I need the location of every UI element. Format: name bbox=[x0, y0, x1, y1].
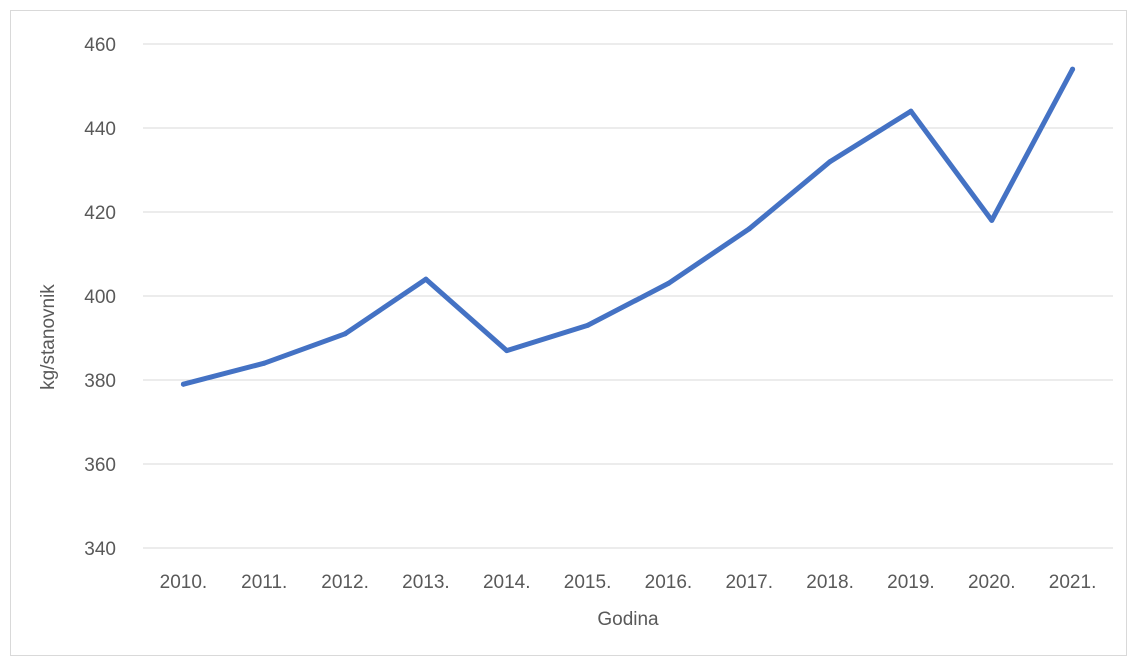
data-point-2015 bbox=[585, 322, 591, 328]
gridlines bbox=[143, 43, 1113, 549]
series-group bbox=[180, 66, 1076, 387]
data-point-2018 bbox=[827, 159, 833, 165]
x-tick-label: 2015. bbox=[564, 572, 612, 593]
x-tick-label: 2017. bbox=[725, 572, 773, 593]
y-tick-label: 340 bbox=[84, 539, 116, 560]
data-point-2011 bbox=[261, 360, 267, 366]
y-tick-label: 380 bbox=[84, 371, 116, 392]
y-tick-label: 420 bbox=[84, 203, 116, 224]
x-tick-label: 2019. bbox=[887, 572, 935, 593]
x-tick-label: 2012. bbox=[321, 572, 369, 593]
y-tick-label: 360 bbox=[84, 455, 116, 476]
series-line bbox=[180, 66, 1076, 387]
x-tick-label: 2011. bbox=[241, 572, 287, 593]
x-tick-label: 2014. bbox=[483, 572, 531, 593]
data-point-2017 bbox=[746, 226, 752, 232]
data-point-2016 bbox=[665, 280, 671, 286]
data-point-2019 bbox=[908, 108, 914, 114]
x-tick-label: 2018. bbox=[806, 572, 854, 593]
x-tick-label: 2016. bbox=[645, 572, 693, 593]
x-axis-label: Godina bbox=[597, 609, 659, 630]
y-axis-label: kg/stanovnik bbox=[38, 284, 59, 390]
data-point-2021 bbox=[1070, 66, 1076, 72]
x-tick-label: 2020. bbox=[968, 572, 1016, 593]
data-point-2014 bbox=[504, 348, 510, 354]
y-tick-label: 460 bbox=[84, 35, 116, 56]
x-tick-label: 2010. bbox=[160, 572, 208, 593]
x-tick-label: 2013. bbox=[402, 572, 450, 593]
data-point-2012 bbox=[342, 331, 348, 337]
data-point-2013 bbox=[423, 276, 429, 282]
x-axis-ticks: 2010. 2011. 2012. 2013. 2014. 2015. 2016. 2017.… bbox=[160, 572, 1097, 593]
y-tick-label: 440 bbox=[84, 119, 116, 140]
data-point-2010 bbox=[180, 381, 186, 387]
y-axis-ticks: 340 360 380 400 420 440 460 bbox=[84, 35, 116, 560]
y-tick-label: 400 bbox=[84, 287, 116, 308]
x-tick-label: 2021. bbox=[1049, 572, 1097, 593]
data-point-2020 bbox=[989, 217, 995, 223]
